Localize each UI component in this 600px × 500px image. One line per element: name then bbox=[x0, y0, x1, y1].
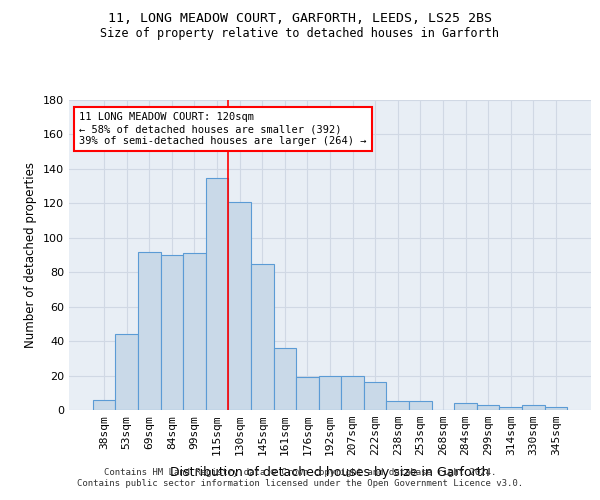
Text: Contains HM Land Registry data © Crown copyright and database right 2024.
Contai: Contains HM Land Registry data © Crown c… bbox=[77, 468, 523, 487]
Text: 11 LONG MEADOW COURT: 120sqm
← 58% of detached houses are smaller (392)
39% of s: 11 LONG MEADOW COURT: 120sqm ← 58% of de… bbox=[79, 112, 367, 146]
Bar bbox=[319, 376, 341, 410]
Bar bbox=[454, 403, 477, 410]
Bar bbox=[274, 348, 296, 410]
Bar bbox=[477, 405, 499, 410]
Bar bbox=[499, 406, 522, 410]
Text: 11, LONG MEADOW COURT, GARFORTH, LEEDS, LS25 2BS: 11, LONG MEADOW COURT, GARFORTH, LEEDS, … bbox=[108, 12, 492, 26]
Bar bbox=[115, 334, 138, 410]
Bar bbox=[161, 255, 183, 410]
Bar bbox=[386, 402, 409, 410]
Bar bbox=[545, 406, 567, 410]
Bar bbox=[364, 382, 386, 410]
Bar bbox=[409, 402, 431, 410]
X-axis label: Distribution of detached houses by size in Garforth: Distribution of detached houses by size … bbox=[170, 466, 490, 479]
Bar bbox=[183, 254, 206, 410]
Bar bbox=[296, 378, 319, 410]
Bar bbox=[522, 405, 545, 410]
Bar bbox=[229, 202, 251, 410]
Bar bbox=[251, 264, 274, 410]
Bar bbox=[341, 376, 364, 410]
Y-axis label: Number of detached properties: Number of detached properties bbox=[25, 162, 37, 348]
Bar bbox=[138, 252, 161, 410]
Bar bbox=[206, 178, 229, 410]
Text: Size of property relative to detached houses in Garforth: Size of property relative to detached ho… bbox=[101, 28, 499, 40]
Bar bbox=[93, 400, 115, 410]
